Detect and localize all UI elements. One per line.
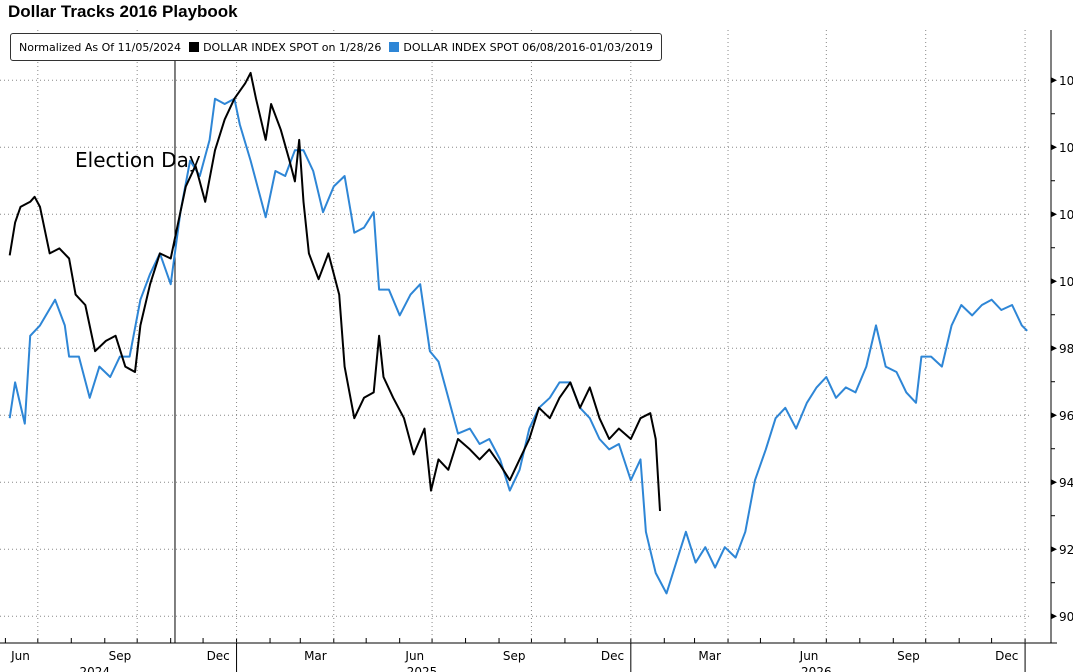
- year-label: 2026: [801, 665, 832, 672]
- legend: Normalized As Of 11/05/2024 DOLLAR INDEX…: [10, 33, 662, 61]
- x-tick-label: Sep: [503, 649, 526, 663]
- series-2016-line: [8, 97, 1028, 595]
- year-label: 2025: [407, 665, 438, 672]
- legend-swatch-black: [189, 42, 200, 52]
- x-tick-label: Mar: [698, 649, 721, 663]
- y-tick: [1051, 479, 1057, 486]
- series-current: [8, 71, 661, 512]
- x-tick-label: Jun: [799, 649, 819, 663]
- y-tick-label: 104: [1059, 141, 1073, 155]
- y-tick: [1051, 613, 1057, 620]
- y-tick-label: 92: [1059, 543, 1073, 557]
- chart-title: Dollar Tracks 2016 Playbook: [8, 2, 238, 21]
- x-tick-label: Jun: [10, 649, 30, 663]
- legend-entry-2016: DOLLAR INDEX SPOT 06/08/2016-01/03/2019: [403, 40, 653, 54]
- election-day-label: Election Day: [75, 148, 201, 172]
- y-tick: [1051, 345, 1057, 352]
- y-tick: [1051, 77, 1057, 84]
- legend-entry-current: DOLLAR INDEX SPOT on 1/28/26: [203, 40, 382, 54]
- y-tick-label: 90: [1059, 610, 1073, 624]
- y-tick: [1051, 412, 1057, 419]
- y-tick: [1051, 546, 1057, 553]
- legend-prefix: Normalized As Of 11/05/2024: [19, 40, 182, 54]
- y-tick-label: 102: [1059, 208, 1073, 222]
- series-2016: [8, 97, 1028, 595]
- x-tick-label: Dec: [995, 649, 1018, 663]
- x-tick-label: Sep: [897, 649, 920, 663]
- x-tick-label: Jun: [404, 649, 424, 663]
- year-label: 2024: [80, 665, 111, 672]
- legend-swatch-blue: [389, 42, 400, 52]
- y-tick-label: 106: [1059, 74, 1073, 88]
- x-tick-label: Mar: [304, 649, 327, 663]
- y-tick-label: 98: [1059, 342, 1073, 356]
- y-tick: [1051, 144, 1057, 151]
- y-tick-label: 94: [1059, 476, 1073, 490]
- series-current-line: [8, 71, 661, 512]
- y-tick-label: 96: [1059, 409, 1073, 423]
- x-tick-label: Dec: [601, 649, 624, 663]
- y-tick-label: 100: [1059, 275, 1073, 289]
- x-tick-label: Sep: [109, 649, 132, 663]
- x-tick-label: Dec: [207, 649, 230, 663]
- y-tick: [1051, 211, 1057, 218]
- y-tick: [1051, 278, 1057, 285]
